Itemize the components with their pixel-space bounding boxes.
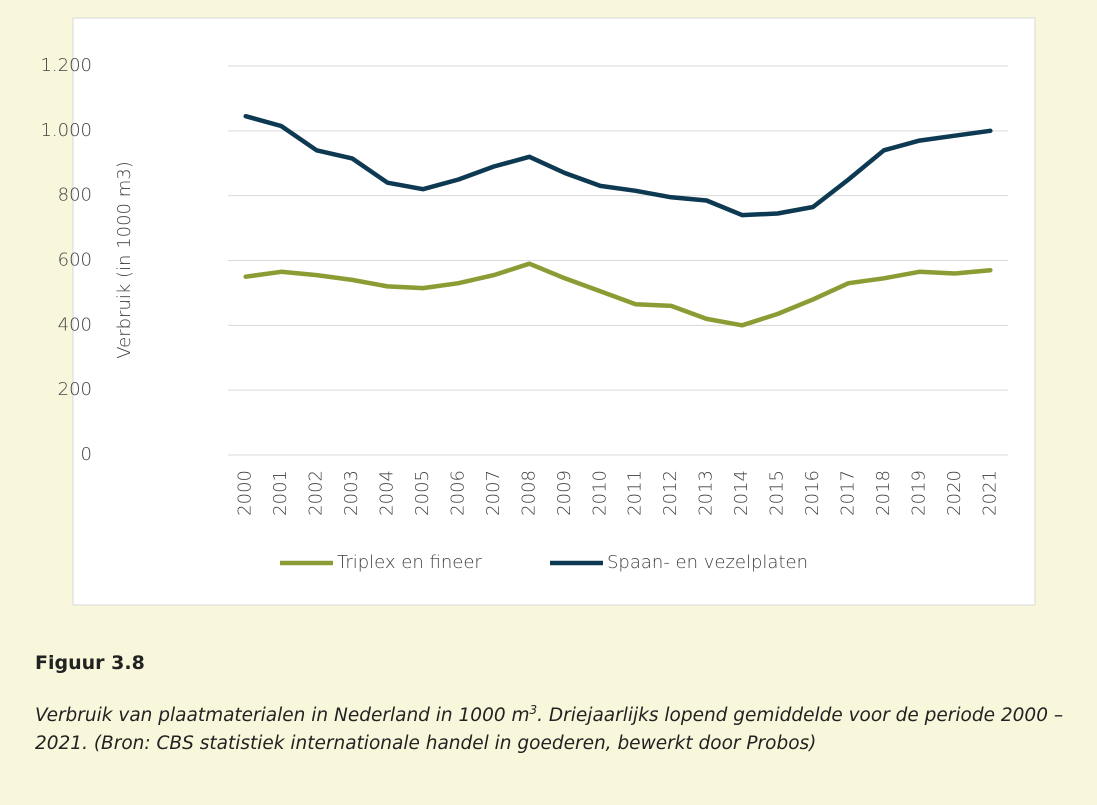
y-tick-label: 800 <box>58 185 92 206</box>
x-tick-label: 2014 <box>731 470 752 516</box>
x-tick-label: 2012 <box>660 470 681 516</box>
y-tick-label: 600 <box>58 250 92 271</box>
y-tick-label: 1.200 <box>40 55 92 76</box>
x-tick-label: 2005 <box>412 470 433 516</box>
x-tick-label: 2018 <box>873 470 894 516</box>
x-tick-label: 2015 <box>767 470 788 516</box>
x-tick-label: 2020 <box>944 470 965 516</box>
x-tick-label: 2001 <box>270 470 291 516</box>
caption-text: Verbruik van plaatmaterialen in Nederlan… <box>35 705 530 727</box>
x-tick-label: 2007 <box>483 470 504 516</box>
x-tick-label: 2006 <box>447 470 468 516</box>
x-tick-label: 2017 <box>837 470 858 516</box>
data-line <box>243 261 993 328</box>
y-tick-label: 200 <box>58 379 92 400</box>
x-tick-label: 2019 <box>908 470 929 516</box>
x-tick-label: 2002 <box>306 470 327 516</box>
y-tick-label: 400 <box>58 314 92 335</box>
chart: Verbruik (in 1000 m3) 0 200 400 600 800 1.000… <box>40 17 1036 606</box>
x-tick-label: 2011 <box>625 470 646 516</box>
x-tick-label: 2016 <box>802 470 823 516</box>
y-tick-label: 0 <box>81 444 92 465</box>
x-tick-label: 2009 <box>554 470 575 516</box>
x-tick-label: 2010 <box>589 470 610 516</box>
legend-label: Triplex en fineer <box>337 552 482 573</box>
figure-caption: Verbruik van plaatmaterialen in Nederlan… <box>35 696 1065 758</box>
chart-frame <box>72 17 1036 606</box>
x-tick-label: 2000 <box>235 470 256 516</box>
y-tick-label: 1.000 <box>40 120 92 141</box>
figure-heading: Figuur 3.8 <box>35 652 145 674</box>
x-tick-label: 2003 <box>341 470 362 516</box>
data-line <box>243 113 993 218</box>
legend-label: Spaan- en vezelplaten <box>607 552 808 573</box>
caption-superscript: 3 <box>529 703 538 717</box>
y-axis-label: Verbruik (in 1000 m3) <box>114 161 135 358</box>
x-tick-label: 2021 <box>979 470 1000 516</box>
x-tick-label: 2013 <box>696 470 717 516</box>
caption-text: . Driejaarlijks lopend gemiddelde voor d… <box>35 705 1064 755</box>
x-tick-label: 2008 <box>518 470 539 516</box>
x-tick-label: 2004 <box>377 470 398 516</box>
